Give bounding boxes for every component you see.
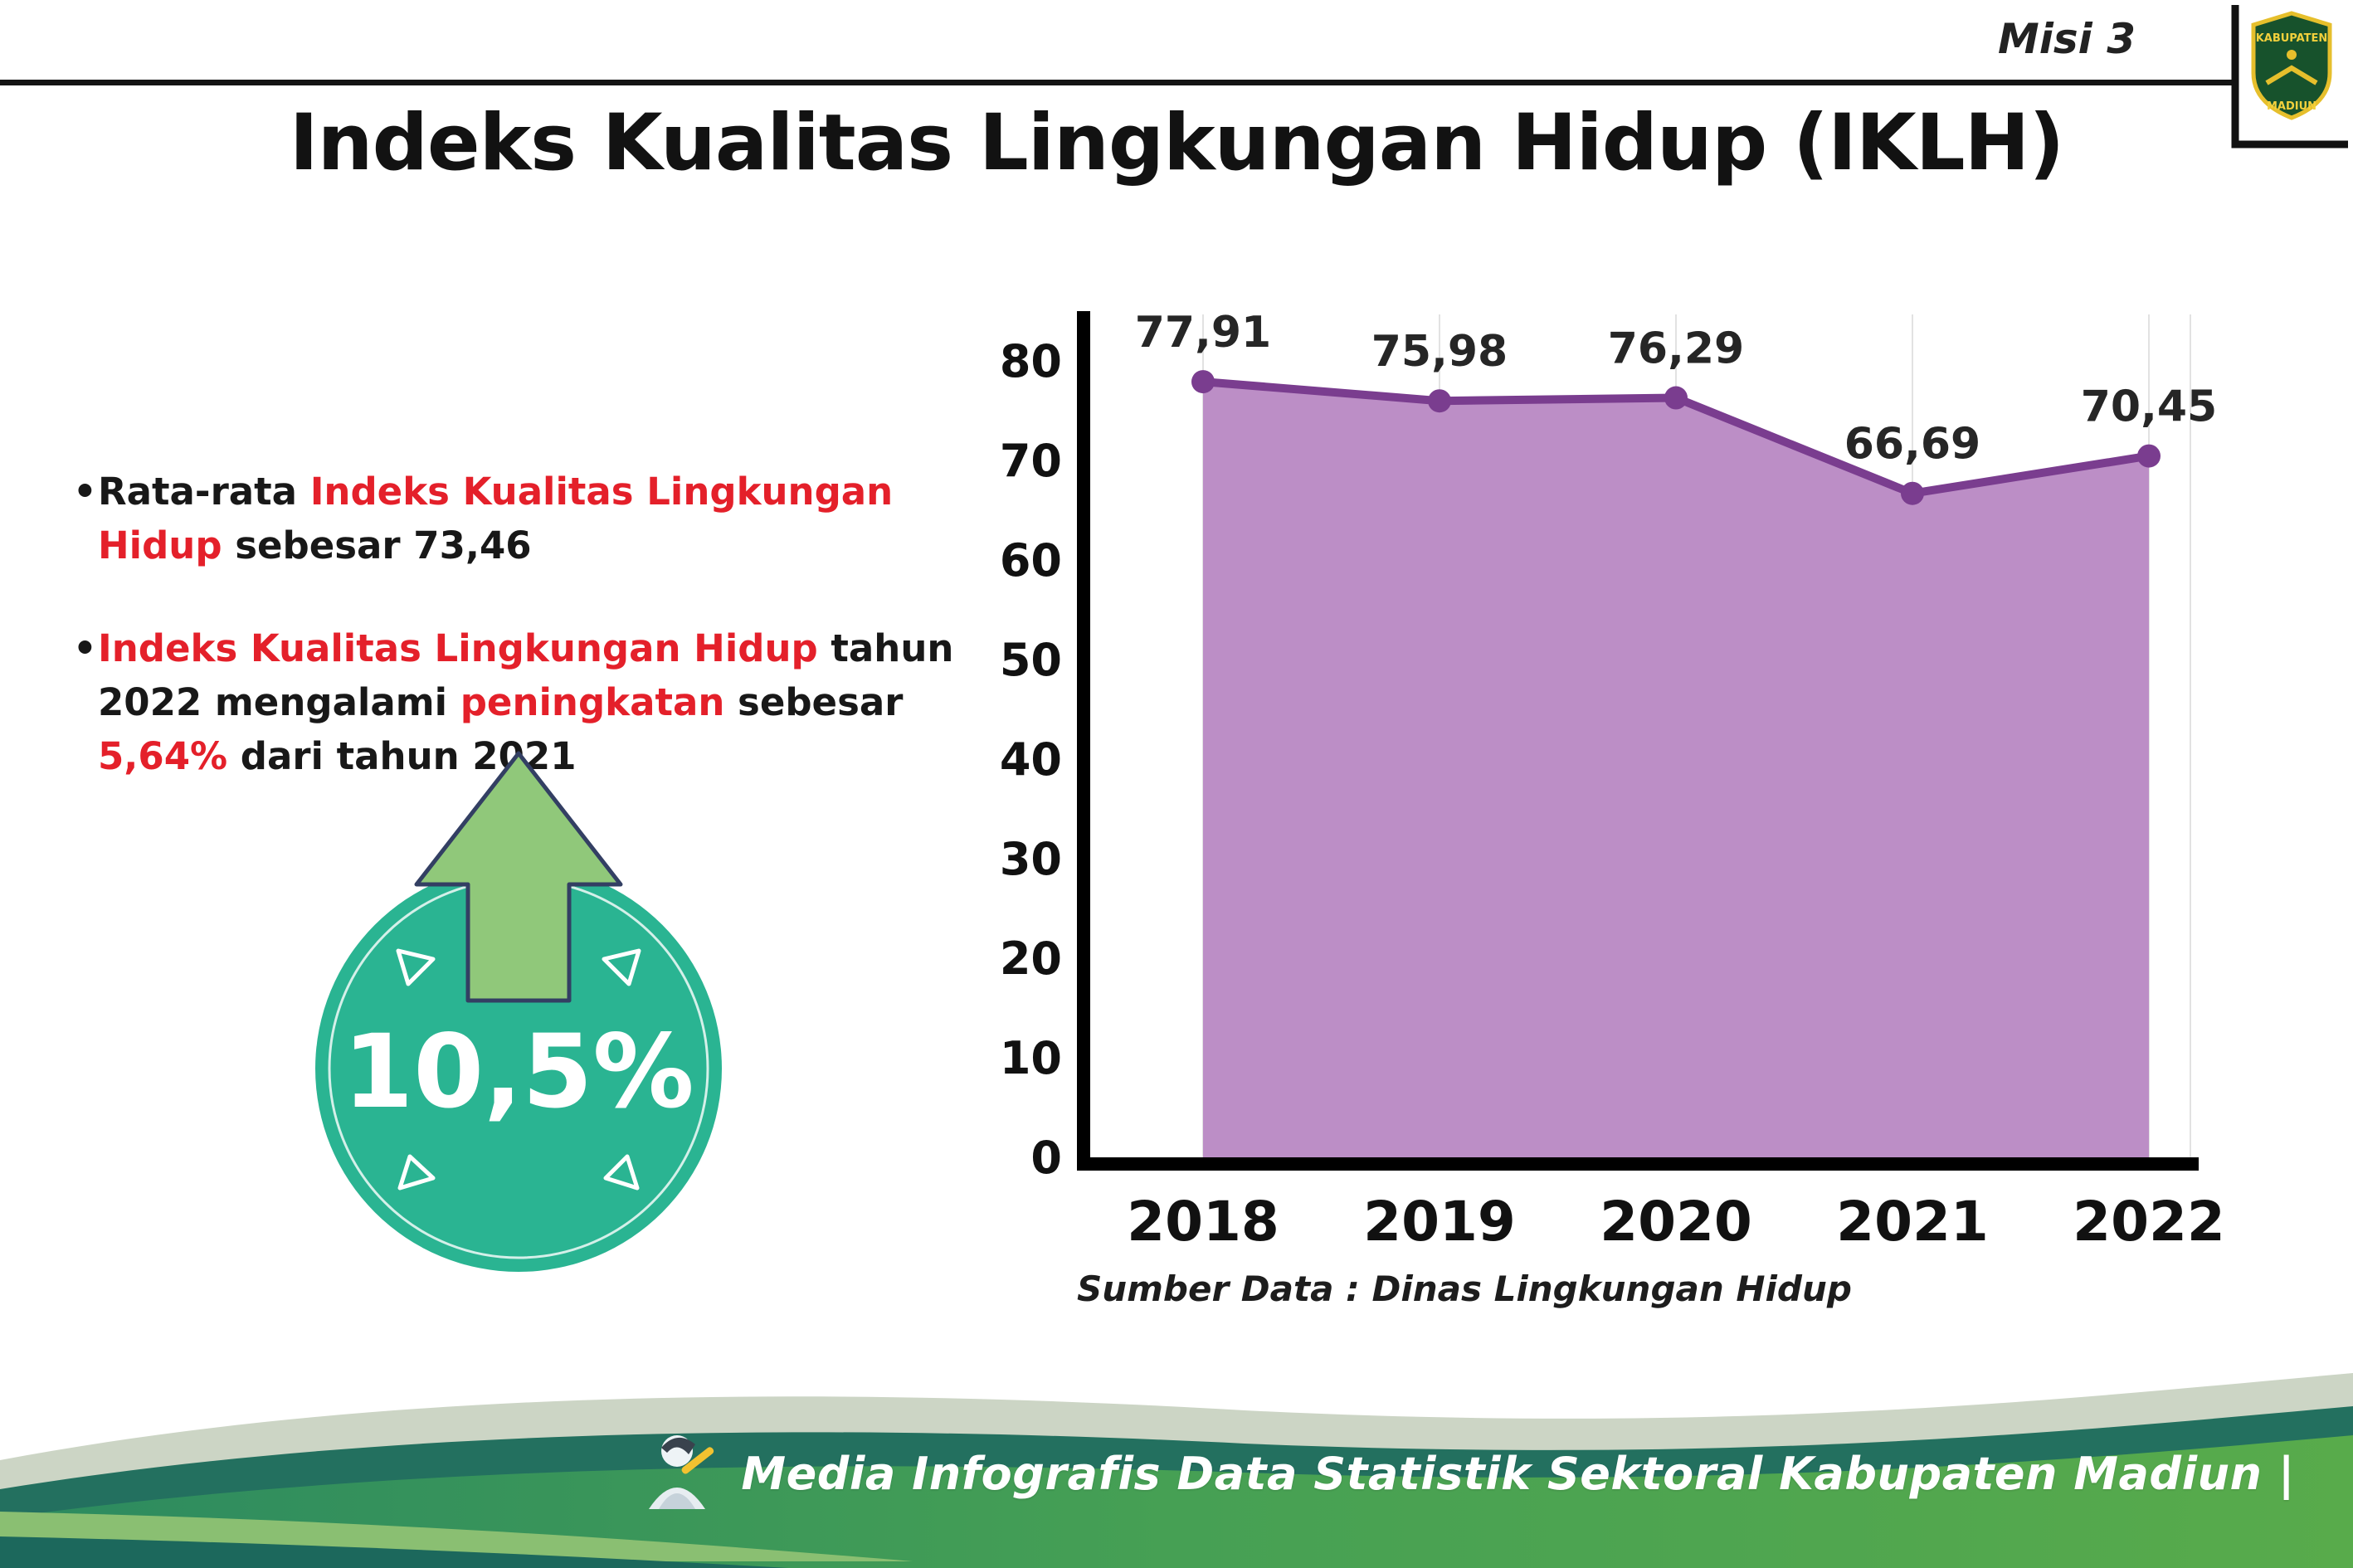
wave-accent-dark — [0, 1536, 788, 1568]
svg-text:77,91: 77,91 — [1135, 308, 1271, 358]
svg-text:60: 60 — [1000, 534, 1062, 587]
bullet-text-segment: Rata-rata — [98, 470, 310, 514]
svg-text:80: 80 — [1000, 335, 1062, 387]
svg-text:30: 30 — [1000, 833, 1062, 885]
svg-text:2020: 2020 — [1600, 1190, 1752, 1254]
iklh-chart: 77,91 75,98 76,29 66,69 70,45 0 10 20 30 40 50 60 70… — [979, 295, 2232, 1309]
footer-text: Media Infografis Data Statistik Sektoral… — [741, 1448, 2295, 1500]
svg-text:2022: 2022 — [2073, 1190, 2224, 1254]
svg-text:2018: 2018 — [1127, 1190, 1279, 1254]
svg-text:70: 70 — [1000, 435, 1062, 487]
misi-label: Misi 3 — [1998, 15, 2136, 63]
y-axis — [1077, 311, 1090, 1171]
bullet-text-segment: sebesar 73,46 — [222, 523, 532, 568]
bullet-item: • Rata-rata Indeks Kualitas Lingkungan Hi… — [73, 465, 982, 573]
svg-text:66,69: 66,69 — [1844, 420, 1980, 470]
x-axis — [1077, 1157, 2199, 1171]
x-tick-labels: 2018 2019 2020 2021 2022 — [1127, 1190, 2224, 1254]
increase-badge: 10,5% — [290, 737, 755, 1284]
bullet-text-segment: Indeks Kualitas Lingkungan Hidup — [98, 626, 818, 670]
chart-canvas: 77,91 75,98 76,29 66,69 70,45 0 10 20 30 40 50 60 70… — [979, 295, 2232, 1257]
footer-credit: Media Infografis Data Statistik Sektoral… — [634, 1426, 2295, 1522]
svg-text:20: 20 — [1000, 933, 1062, 985]
bullet-marker: • — [73, 470, 97, 514]
bullet-marker: • — [73, 626, 97, 670]
svg-text:50: 50 — [1000, 634, 1062, 686]
svg-text:40: 40 — [1000, 733, 1062, 786]
wave-green-main — [0, 1435, 2353, 1568]
svg-text:2019: 2019 — [1363, 1190, 1516, 1254]
footer-band: Media Infografis Data Statistik Sektoral… — [0, 1319, 2353, 1568]
chart-value-labels: 77,91 75,98 76,29 66,69 70,45 — [1135, 308, 2217, 470]
bullet-text-segment: 5,64% — [98, 734, 228, 778]
mascot-icon — [649, 1435, 714, 1509]
bullet-text-segment: peningkatan — [460, 679, 725, 724]
page-title: Indeks Kualitas Lingkungan Hidup (IKLH) — [289, 98, 2065, 188]
svg-text:75,98: 75,98 — [1371, 327, 1508, 377]
logo-crest-icon: KABUPATEN MADIUN — [2231, 5, 2348, 149]
decor-triangle-icon — [397, 1154, 436, 1191]
top-rule — [0, 80, 2235, 85]
badge-circle — [315, 865, 722, 1272]
svg-text:70,45: 70,45 — [2081, 382, 2217, 432]
decor-triangle-icon — [603, 1154, 640, 1191]
bullet-text-segment: Indeks Kualitas Lingkungan Hidup — [98, 470, 894, 568]
decor-triangle-icon — [396, 948, 436, 986]
chart-area-fill — [1203, 382, 2149, 1157]
footer-waves — [0, 1373, 2353, 1568]
summary-bullets: • Rata-rata Indeks Kualitas Lingkungan Hi… — [73, 465, 982, 831]
bullet-item: • Indeks Kualitas Lingkungan Hidup tahun … — [73, 621, 982, 784]
bullet-text-segment: tahun 2022 mengalami — [98, 626, 954, 724]
arrow-up-icon — [414, 751, 623, 1003]
chart-points — [1191, 370, 2161, 505]
iklh-area-chart: 77,91 75,98 76,29 66,69 70,45 0 10 20 30 40 50 60 70… — [1000, 308, 2224, 1254]
y-tick-labels: 0 10 20 30 40 50 60 70 80 — [1000, 335, 1062, 1184]
svg-text:2021: 2021 — [1836, 1190, 1989, 1254]
chart-source: Sumber Data : Dinas Lingkungan Hidup — [1077, 1269, 1852, 1309]
logo-top-text: KABUPATEN — [2256, 32, 2328, 45]
svg-text:76,29: 76,29 — [1608, 324, 1744, 374]
badge-value: 10,5% — [343, 1013, 694, 1131]
svg-text:10: 10 — [1000, 1032, 1062, 1084]
logo-bottom-text: MADIUN — [2267, 100, 2316, 113]
decor-triangle-icon — [602, 948, 641, 986]
svg-text:0: 0 — [1030, 1132, 1062, 1184]
bullet-text-segment: sebesar — [724, 679, 904, 724]
kabupaten-madiun-logo: KABUPATEN MADIUN — [2224, 3, 2348, 154]
